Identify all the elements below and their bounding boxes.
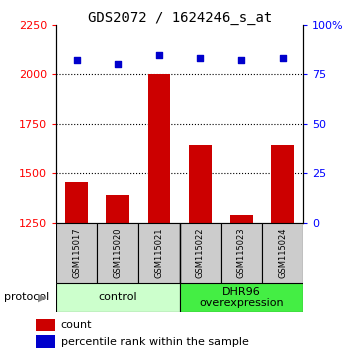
Bar [180, 223, 221, 283]
Bar [189, 145, 212, 223]
Point [239, 58, 244, 63]
Point [115, 62, 121, 67]
Text: percentile rank within the sample: percentile rank within the sample [61, 337, 248, 347]
Bar [221, 223, 262, 283]
Text: GSM115023: GSM115023 [237, 228, 246, 279]
Text: GSM115020: GSM115020 [113, 228, 122, 278]
Text: GSM115022: GSM115022 [196, 228, 205, 278]
Text: GDS2072 / 1624246_s_at: GDS2072 / 1624246_s_at [88, 11, 273, 25]
Text: count: count [61, 320, 92, 330]
Text: protocol: protocol [4, 292, 49, 302]
Text: GSM115021: GSM115021 [155, 228, 164, 278]
Bar [36, 319, 55, 331]
Text: ▶: ▶ [38, 292, 47, 302]
Bar [106, 195, 129, 223]
Text: control: control [99, 292, 137, 302]
Bar [230, 215, 253, 223]
Bar [97, 223, 138, 283]
Point [197, 56, 203, 61]
Point [156, 52, 162, 57]
Text: GSM115024: GSM115024 [278, 228, 287, 278]
Point [74, 58, 79, 63]
Point [280, 56, 286, 61]
Bar [262, 223, 303, 283]
Bar [65, 182, 88, 223]
Bar [271, 145, 294, 223]
Bar [56, 223, 97, 283]
Bar [56, 283, 180, 312]
Text: GSM115017: GSM115017 [72, 228, 81, 279]
Bar [138, 223, 180, 283]
Bar [36, 335, 55, 348]
Text: DHR96
overexpression: DHR96 overexpression [199, 286, 284, 308]
Bar [180, 283, 303, 312]
Bar [148, 74, 170, 223]
